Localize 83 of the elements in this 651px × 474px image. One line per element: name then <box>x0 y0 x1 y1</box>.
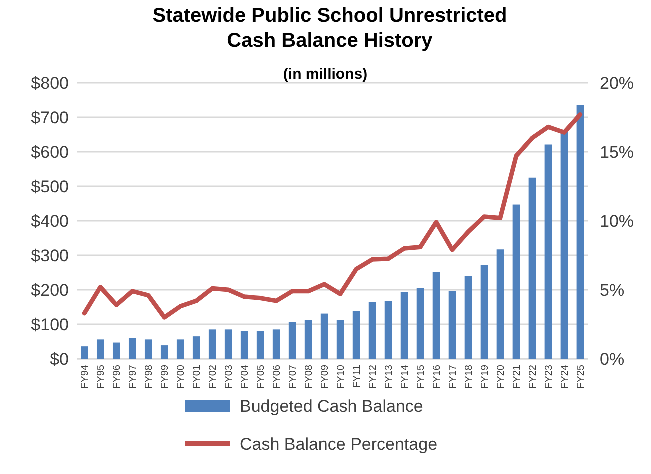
x-tick-label: FY05 <box>256 364 268 389</box>
x-tick-label: FY04 <box>240 364 252 389</box>
bar <box>144 340 152 359</box>
bar <box>192 336 200 359</box>
y2-tick-label: 10% <box>600 212 634 231</box>
x-tick-label: FY02 <box>208 364 220 389</box>
x-tick-label: FY97 <box>128 364 140 389</box>
bar <box>128 338 136 359</box>
x-tick-label: FY03 <box>224 364 236 389</box>
x-tick-label: FY96 <box>112 364 124 389</box>
x-tick-label: FY01 <box>192 364 204 389</box>
chart-title: Statewide Public School Unrestricted Cash Balance History <box>152 4 508 54</box>
x-tick-label: FY25 <box>576 364 587 389</box>
y2-tick-label: 15% <box>600 142 634 162</box>
bar <box>384 301 392 359</box>
x-tick-label: FY10 <box>336 364 347 389</box>
x-tick-label: FY20 <box>496 364 507 389</box>
y-tick-label: $400 <box>31 212 69 231</box>
bar <box>512 204 520 359</box>
x-tick-label: FY09 <box>320 364 332 389</box>
y-tick-label: $600 <box>31 142 69 162</box>
bar <box>464 276 472 359</box>
chart-subtitle: (in millions) <box>283 66 368 83</box>
bar <box>96 340 104 359</box>
x-tick-label: FY23 <box>544 364 555 389</box>
y-tick-label: $100 <box>31 315 69 334</box>
bar <box>224 330 232 359</box>
bar <box>272 330 280 359</box>
x-tick-label: FY18 <box>464 364 475 389</box>
x-tick-label: FY15 <box>416 364 427 389</box>
y-tick-label: $200 <box>31 280 69 300</box>
bar <box>480 265 488 359</box>
x-tick-label: FY98 <box>144 364 156 389</box>
bar <box>400 292 408 359</box>
legend-label: Budgeted Cash Balance <box>240 396 424 416</box>
x-tick-label: FY14 <box>400 364 411 389</box>
bar <box>240 331 248 359</box>
line-series <box>82 112 583 320</box>
y-tick-label: $0 <box>50 350 69 369</box>
bar <box>560 131 568 359</box>
x-tick-label: FY16 <box>432 364 443 389</box>
y-tick-label: $500 <box>31 177 69 196</box>
x-tick-label: FY12 <box>368 364 379 389</box>
bar <box>288 322 296 359</box>
x-tick-label: FY08 <box>304 364 316 389</box>
x-tick-label: FY06 <box>272 364 284 389</box>
bar <box>81 346 88 359</box>
x-tick-label: FY95 <box>96 364 108 389</box>
x-tick-label: FY21 <box>512 364 523 389</box>
bar <box>576 105 584 359</box>
y2-tick-label: 20% <box>600 74 634 93</box>
x-tick-label: FY17 <box>448 364 459 389</box>
bar <box>496 250 504 359</box>
bar <box>528 178 536 359</box>
bar <box>448 291 456 359</box>
bar <box>208 330 216 359</box>
bar <box>336 320 344 359</box>
bar <box>304 320 312 359</box>
y2-tick-label: 5% <box>600 280 625 300</box>
bar <box>112 342 120 359</box>
bar <box>432 272 440 359</box>
bar <box>176 340 184 359</box>
bar <box>416 288 424 359</box>
x-tick-label: FY19 <box>480 364 491 389</box>
x-tick-label: FY22 <box>528 364 539 389</box>
x-tick-label: FY94 <box>80 364 92 389</box>
y-tick-label: $700 <box>31 108 69 128</box>
y-tick-label: $300 <box>31 246 69 266</box>
bar <box>544 144 552 359</box>
legend-label: Cash Balance Percentage <box>240 434 438 454</box>
bar <box>368 302 376 359</box>
x-tick-label: FY07 <box>288 364 300 389</box>
x-tick-label: FY00 <box>176 364 188 389</box>
x-tick-label: FY11 <box>352 364 363 388</box>
x-tick-label: FY99 <box>160 364 172 389</box>
y-tick-label: $800 <box>31 74 69 93</box>
y2-tick-label: 0% <box>600 350 625 369</box>
x-tick-label: FY24 <box>560 364 571 389</box>
bar <box>320 314 328 359</box>
bar <box>352 311 360 359</box>
bar <box>160 346 168 359</box>
bar <box>256 331 264 359</box>
x-tick-label: FY13 <box>384 364 395 389</box>
